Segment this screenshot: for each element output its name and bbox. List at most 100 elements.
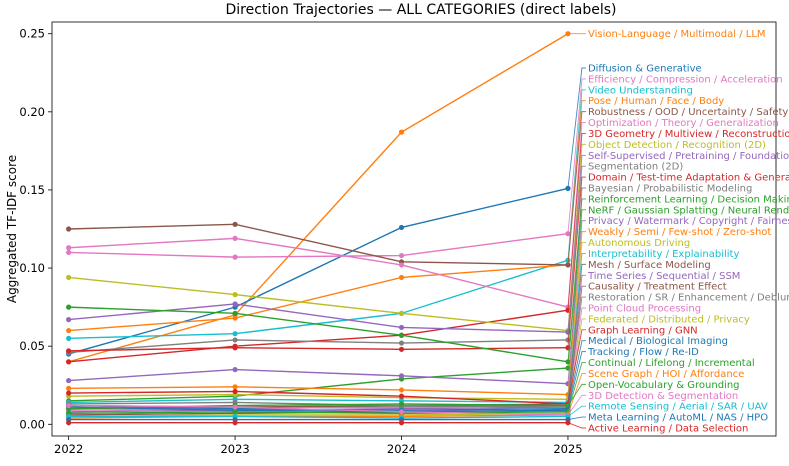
series-line (68, 237, 569, 308)
series-direct-label: Point Cloud Processing (588, 304, 701, 315)
data-point (232, 337, 238, 343)
data-point (66, 402, 72, 409)
series-line (68, 414, 568, 419)
data-point (232, 388, 238, 395)
series-direct-label: Efficiency / Compression / Acceleration (588, 74, 783, 85)
data-point (66, 385, 72, 391)
data-point (398, 324, 405, 331)
data-point (232, 367, 238, 373)
data-point (232, 254, 238, 260)
series-line (68, 403, 568, 410)
series-6 (66, 235, 571, 310)
label-connector (567, 220, 586, 384)
label-connector (567, 133, 586, 311)
y-tick-label: 0.15 (19, 183, 45, 197)
series-direct-label: Self-Supervised / Pretraining / Foundati… (588, 151, 789, 162)
label-connector (567, 111, 586, 265)
series-direct-label: Bayesian / Probabilistic Modeling (588, 184, 752, 195)
data-point (66, 348, 72, 354)
series-direct-label: Restoration / SR / Enhancement / Deblur … (588, 293, 789, 304)
label-connector (567, 274, 586, 408)
series-line (68, 386, 568, 396)
label-connector (567, 242, 586, 400)
label-connector (567, 263, 586, 405)
series-direct-label: Federated / Distributed / Privacy (588, 314, 750, 325)
series-line (68, 368, 568, 385)
label-connector (567, 209, 586, 369)
data-point (232, 420, 238, 426)
series-direct-label: 3D Geometry / Multiview / Reconstruction (588, 129, 789, 140)
y-tick-label: 0.10 (19, 261, 45, 275)
data-point (232, 315, 238, 321)
label-connector (567, 340, 586, 409)
series-line (68, 223, 568, 266)
data-point (232, 409, 238, 415)
series-line (68, 276, 569, 332)
data-point (66, 249, 72, 256)
data-point (66, 274, 72, 281)
label-connector (567, 394, 586, 416)
data-point (398, 409, 405, 415)
series-line (68, 412, 568, 418)
data-point (398, 420, 405, 426)
label-connector (567, 198, 586, 362)
label-connector (567, 231, 586, 395)
series-direct-label: Causality / Treatment Effect (588, 282, 727, 293)
series-direct-label: Robustness / OOD / Uncertainty / Safety (588, 107, 788, 118)
series-34 (66, 420, 571, 426)
label-connector (567, 422, 586, 429)
series-direct-label: Tracking / Flow / Re-ID (587, 347, 699, 358)
series-direct-label: Remote Sensing / Aerial / SAR / UAV (588, 402, 768, 413)
series-direct-label: Continual / Lifelong / Incremental (588, 358, 755, 369)
data-point (398, 340, 405, 346)
label-connector (567, 122, 586, 308)
series-direct-label: Object Detection / Recognition (2D) (588, 140, 766, 151)
data-point (398, 387, 405, 393)
x-tick-label: 2022 (54, 442, 83, 456)
series-10 (66, 337, 571, 356)
series-line (68, 187, 569, 355)
y-axis-label: Aggregated TF-IDF score (5, 155, 19, 303)
label-connector (567, 296, 586, 408)
data-point (66, 359, 72, 365)
label-connector (567, 165, 586, 340)
data-point (398, 129, 405, 135)
data-point (398, 262, 405, 268)
data-point (66, 390, 72, 396)
data-point (232, 310, 238, 316)
series-2 (66, 231, 571, 260)
series-layer (66, 31, 571, 426)
data-point (398, 373, 405, 379)
series-5 (66, 221, 571, 268)
data-point (66, 304, 72, 310)
data-point (66, 317, 72, 323)
series-line (68, 415, 568, 419)
series-14 (66, 365, 571, 404)
series-line (68, 264, 569, 332)
series-direct-label: Diffusion & Generative (588, 64, 702, 75)
series-line (68, 33, 569, 363)
y-tick-label: 0.00 (19, 417, 45, 431)
series-direct-label: Segmentation (2D) (588, 162, 683, 173)
series-direct-label: Graph Learning / GNN (588, 325, 698, 336)
data-point (66, 327, 72, 334)
chart-title: Direction Trajectories — ALL CATEGORIES … (226, 2, 617, 18)
y-tick-label: 0.20 (19, 105, 45, 119)
series-direct-label: Pose / Human / Face / Body (588, 96, 724, 107)
series-line (68, 232, 569, 258)
data-point (66, 420, 72, 426)
series-line (68, 339, 568, 354)
label-connector (567, 351, 586, 411)
series-line (68, 398, 568, 404)
data-point (398, 401, 405, 407)
series-0 (66, 31, 571, 365)
series-direct-label: Weakly / Semi / Few-shot / Zero-shot (588, 227, 771, 238)
series-direct-label: Autonomous Driving (588, 238, 690, 249)
data-point (232, 292, 238, 298)
y-axis: 0.00 0.05 0.10 0.15 0.20 0.25 (19, 27, 52, 431)
series-line (68, 259, 569, 340)
series-line (68, 306, 569, 363)
series-direct-label: Scene Graph / HOI / Affordance (588, 369, 744, 380)
series-direct-label: Domain / Test-time Adaptation & Generali… (588, 173, 789, 184)
series-direct-label: Meta Learning / AutoML / NAS / HPO (588, 413, 768, 424)
